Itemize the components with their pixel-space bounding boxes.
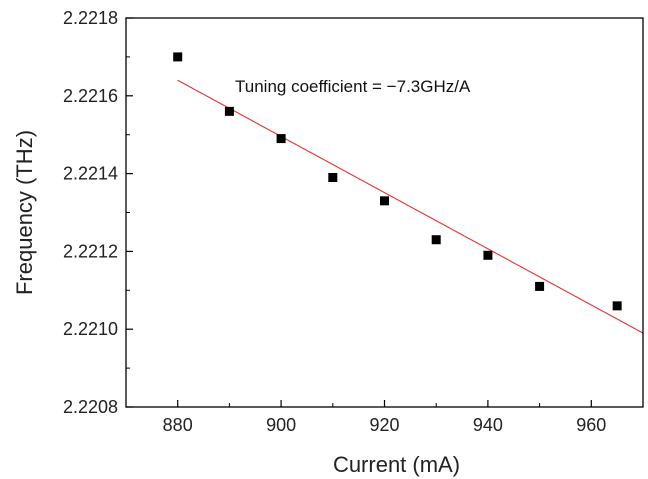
x-axis-title: Current (mA) [333,452,460,477]
x-tick-label: 880 [163,415,193,435]
y-tick-label: 2.2218 [63,8,118,28]
data-point [276,134,286,144]
x-tick-label: 900 [266,415,296,435]
y-tick-label: 2.2216 [63,86,118,106]
plot-frame [125,17,644,408]
tick-labels: 880 900 920 940 960 2.2208 2.2210 2.2212 2.2214 2… [63,8,606,435]
x-tick-label: 920 [369,415,399,435]
fit-line [177,79,644,334]
data-point [535,281,545,291]
data-point [483,250,493,260]
y-tick-label: 2.2212 [63,241,118,261]
y-tick-label: 2.2208 [63,397,118,417]
data-point [173,52,183,62]
data-point [328,172,338,182]
annotation-text: Tuning coefficient = −7.3GHz/A [235,77,471,96]
data-points [173,52,622,311]
data-point [224,106,234,116]
data-point [380,196,389,206]
x-tick-label: 940 [473,415,503,435]
y-tick-label: 2.2210 [63,319,118,339]
data-point [431,235,441,245]
y-axis-title: Frequency (THz) [12,130,37,295]
y-tick-label: 2.2214 [63,164,118,184]
x-tick-label: 960 [576,415,606,435]
data-point [612,301,622,311]
